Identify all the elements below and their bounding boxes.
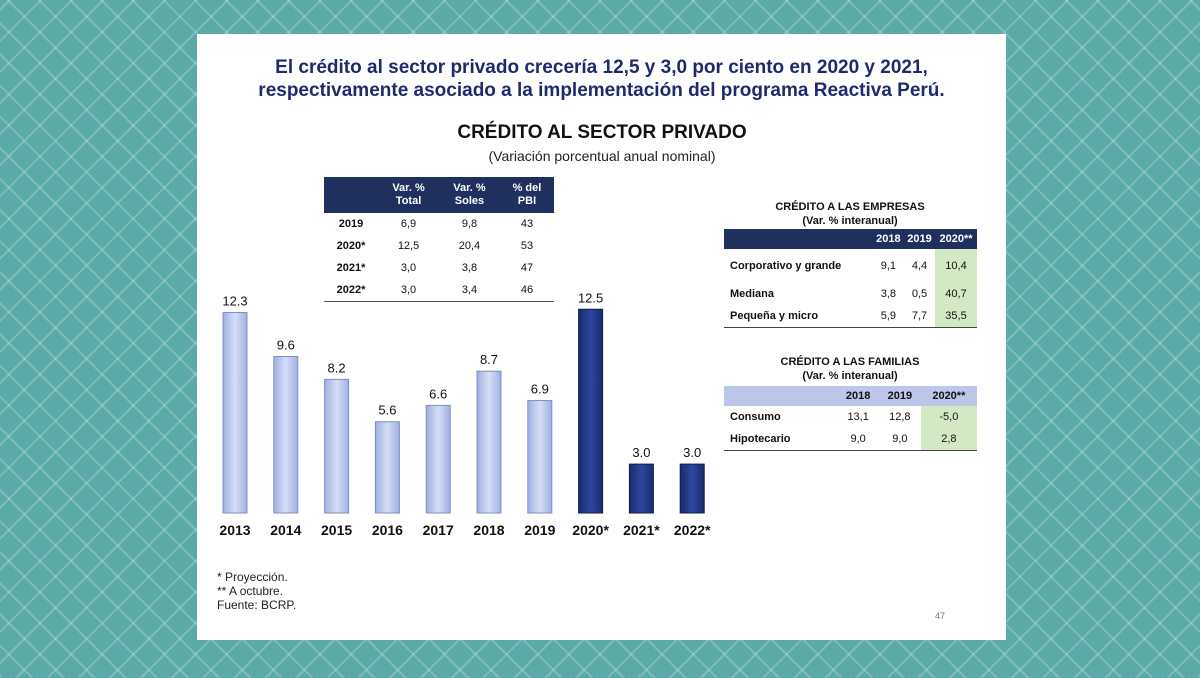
slide-headline: El crédito al sector privado crecería 12… <box>197 56 1006 102</box>
page-number: 47 <box>935 611 946 621</box>
table-row: Hipotecario 9,0 9,0 2,8 <box>724 428 977 451</box>
empresas-title: CRÉDITO A LAS EMPRESAS (Var. % interanua… <box>775 201 925 227</box>
empresas-table: 2018 2019 2020** Corporativo y grande 9,… <box>724 229 977 328</box>
familias-table: 2018 2019 2020** Consumo 13,1 12,8 -5,0 … <box>724 386 977 451</box>
table-row: Corporativo y grande 9,1 4,4 10,4 <box>724 249 977 283</box>
category-label: 2020* <box>572 522 609 538</box>
bar-2019 <box>527 400 553 514</box>
value-label: 6.6 <box>429 386 447 401</box>
summary-header-blank <box>324 177 379 213</box>
table-row: 2020* 12,5 20,4 53 <box>336 240 534 252</box>
chart-title: CRÉDITO AL SECTOR PRIVADO <box>457 122 747 143</box>
category-label: 2016 <box>372 522 403 538</box>
bar-2014 <box>273 356 299 514</box>
bar-2015 <box>324 378 350 514</box>
category-label: 2014 <box>270 522 301 538</box>
value-label: 5.6 <box>378 403 396 418</box>
summary-table: Var. % Total Var. % Soles % del PBI 2019 6,… <box>324 177 554 302</box>
bar-2017 <box>425 404 451 514</box>
table-row: Mediana 3,8 0,5 40,7 <box>724 283 977 305</box>
footnote-source: Fuente: BCRP. <box>217 598 297 612</box>
table-row: 2019 6,9 9,8 43 <box>338 218 534 230</box>
bar-2013 <box>222 312 248 514</box>
category-label: 2021* <box>623 522 660 538</box>
value-label: 3.0 <box>632 445 650 460</box>
headline-line-2: respectivamente asociado a la implementa… <box>258 80 945 101</box>
bar-2021-proj <box>628 463 654 514</box>
slide: El crédito al sector privado crecería 12… <box>197 34 1006 640</box>
bar-chart: 12.3 2013 9.6 2014 8.2 2015 5.6 2016 6.6 2017 8.7 2… <box>219 290 711 538</box>
category-label: 2013 <box>219 522 250 538</box>
value-label: 12.5 <box>578 290 603 305</box>
table-row: Consumo 13,1 12,8 -5,0 <box>724 406 977 428</box>
category-label: 2018 <box>473 522 504 538</box>
value-label: 6.9 <box>531 382 549 397</box>
footnotes: * Proyección. ** A octubre. Fuente: BCRP… <box>217 570 296 612</box>
value-label: 9.6 <box>277 338 295 353</box>
bar-2018 <box>476 370 502 514</box>
headline-line-1: El crédito al sector privado crecería 12… <box>275 57 928 78</box>
summary-header-total: Var. % Total <box>378 177 439 213</box>
summary-header-pbi: % del PBI <box>499 177 554 213</box>
value-label: 12.3 <box>222 294 247 309</box>
bar-2022-proj <box>679 463 705 514</box>
category-label: 2022* <box>674 522 711 538</box>
table-row: 2022* 3,0 3,4 46 <box>324 279 554 302</box>
value-label: 8.2 <box>328 360 346 375</box>
value-label: 8.7 <box>480 352 498 367</box>
bar-2016 <box>374 421 400 514</box>
category-label: 2019 <box>524 522 555 538</box>
value-label: 3.0 <box>683 445 701 460</box>
footnote-projection: * Proyección. <box>217 570 288 584</box>
table-row: Pequeña y micro 5,9 7,7 35,5 <box>724 305 977 328</box>
chart-subtitle: (Variación porcentual anual nominal) <box>488 148 716 164</box>
summary-header-soles: Var. % Soles <box>439 177 500 213</box>
footnote-october: ** A octubre. <box>217 584 284 598</box>
bar-2020-proj <box>578 308 604 514</box>
table-row: 2021* 3,0 3,8 47 <box>336 262 534 274</box>
familias-title: CRÉDITO A LAS FAMILIAS (Var. % interanua… <box>780 356 920 382</box>
category-label: 2017 <box>423 522 454 538</box>
category-label: 2015 <box>321 522 352 538</box>
